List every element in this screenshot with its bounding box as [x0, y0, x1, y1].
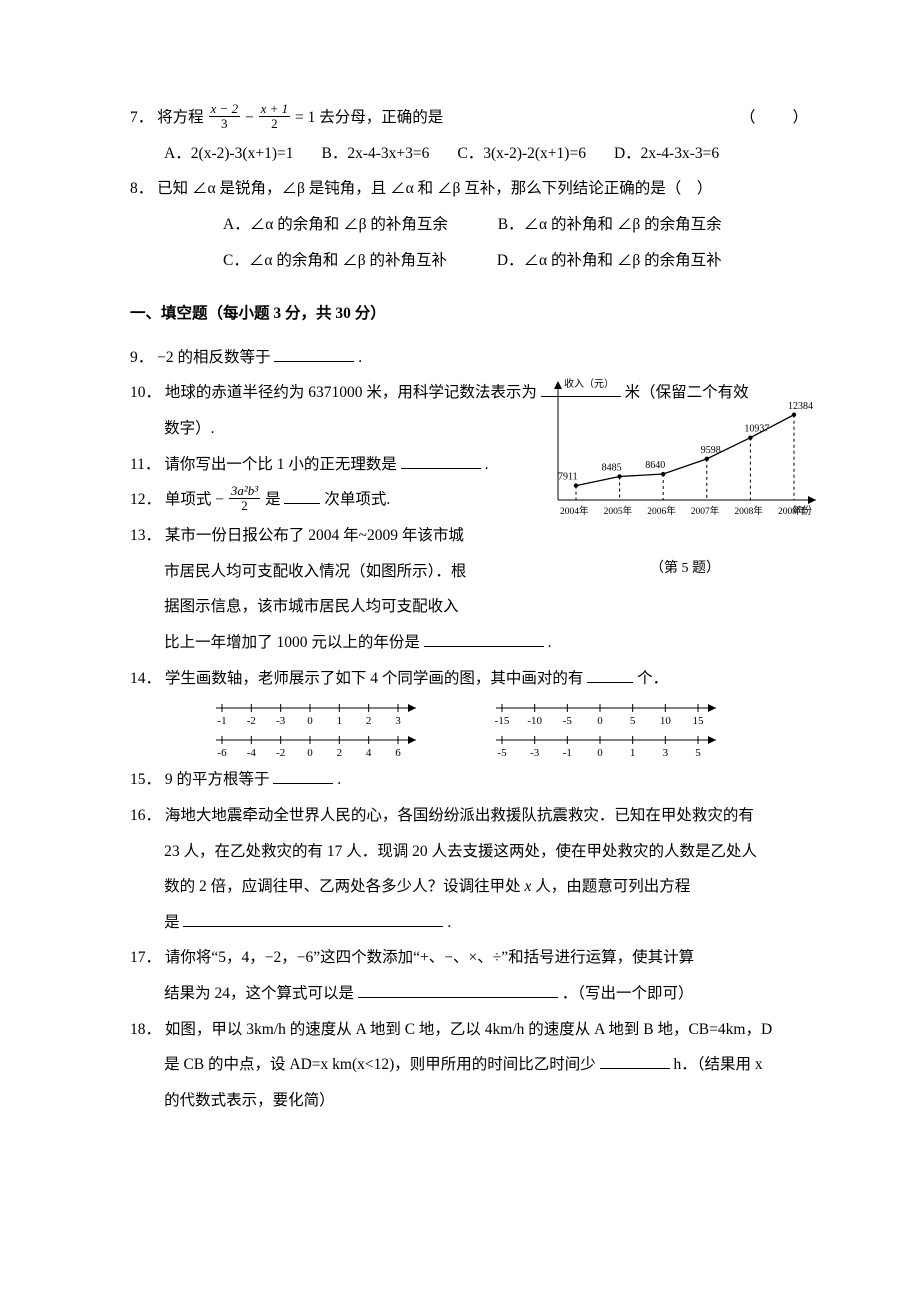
svg-text:0: 0 — [597, 715, 603, 727]
q7-opt-a: A．2(x-2)-3(x+1)=1 — [164, 136, 293, 172]
svg-text:-2: -2 — [247, 715, 256, 727]
question-14: 14． 学生画数轴，老师展示了如下 4 个同学画的图，其中画对的有 个． — [130, 661, 810, 697]
svg-text:-1: -1 — [563, 747, 572, 759]
numberlines-row2: -6 -4 -2 0 2 4 6 -5 -3 -1 0 1 3 5 — [130, 730, 810, 760]
svg-text:-1: -1 — [217, 715, 226, 727]
blank-q16 — [183, 910, 443, 927]
svg-text:2007年: 2007年 — [691, 505, 720, 517]
question-11: 11． 请你写出一个比 1 小的正无理数是 . — [130, 447, 490, 483]
svg-text:2005年: 2005年 — [604, 505, 633, 517]
svg-text:0: 0 — [307, 747, 313, 759]
svg-text:5: 5 — [630, 715, 636, 727]
question-18: 18． 如图，甲以 3km/h 的速度从 A 地到 C 地，乙以 4km/h 的… — [130, 1012, 810, 1048]
q7-frac1: x − 2 3 — [209, 102, 241, 132]
blank-q13 — [424, 630, 544, 647]
svg-text:2004年: 2004年 — [560, 505, 589, 517]
income-chart: 收入（元）年份79112004年84852005年86402006年959820… — [540, 375, 830, 585]
q8-number: 8． — [130, 180, 153, 197]
svg-text:0: 0 — [307, 715, 313, 727]
svg-text:5: 5 — [695, 747, 701, 759]
svg-text:2008年: 2008年 — [734, 505, 763, 517]
svg-text:2: 2 — [337, 747, 343, 759]
q7-frac2: x + 1 2 — [259, 102, 291, 132]
q8-opt-c: C．∠α 的余角和 ∠β 的补角互补 — [223, 252, 447, 269]
svg-text:2009年: 2009年 — [778, 505, 807, 517]
svg-text:收入（元）: 收入（元） — [564, 377, 614, 390]
svg-text:3: 3 — [663, 747, 669, 759]
chart-caption: （第 5 题） — [540, 553, 830, 585]
svg-text:10: 10 — [660, 715, 672, 727]
q7-number: 7． — [130, 109, 153, 126]
svg-text:3: 3 — [395, 715, 401, 727]
numberline-br: -5 -3 -1 0 1 3 5 — [490, 730, 730, 760]
svg-text:2006年: 2006年 — [647, 505, 676, 517]
svg-text:2: 2 — [366, 715, 372, 727]
svg-text:0: 0 — [597, 747, 603, 759]
question-16: 16． 海地大地震牵动全世界人民的心，各国纷纷派出救援队抗震救灾．已知在甲处救灾… — [130, 798, 810, 834]
blank-q17 — [358, 982, 558, 999]
svg-text:12384: 12384 — [788, 401, 813, 412]
svg-text:8485: 8485 — [602, 463, 622, 474]
q13-last: 比上一年增加了 1000 元以上的年份是 . — [130, 625, 810, 661]
question-8: 8． 已知 ∠α 是锐角，∠β 是钝角，且 ∠α 和 ∠β 互补，那么下列结论正… — [130, 171, 810, 207]
question-17: 17． 请你将“5，4，−2，−6”这四个数添加“+、−、×、÷”和括号进行运算… — [130, 940, 810, 976]
svg-text:15: 15 — [693, 715, 705, 727]
svg-text:-5: -5 — [563, 715, 573, 727]
q7-paren: （ ） — [740, 100, 810, 136]
q7-stem-pre: 将方程 — [157, 109, 207, 126]
question-12: 12． 单项式 − 3a²b³ 2 是 次单项式. — [130, 482, 490, 518]
q7-opt-d: D．2x-4-3x-3=6 — [614, 136, 719, 172]
numberline-tr: -15 -10 -5 0 5 10 15 — [490, 698, 730, 728]
blank-q15 — [273, 768, 333, 785]
blank-q12 — [284, 488, 320, 505]
q7-options: A．2(x-2)-3(x+1)=1 B．2x-4-3x+3=6 C．3(x-2)… — [130, 136, 810, 172]
svg-text:-3: -3 — [530, 747, 540, 759]
numberline-bl: -6 -4 -2 0 2 4 6 — [210, 730, 430, 760]
svg-text:-10: -10 — [527, 715, 542, 727]
q8-opt-d: D．∠α 的补角和 ∠β 的余角互补 — [497, 252, 722, 269]
numberlines-row1: -1 -2 -3 0 1 2 3 -15 -10 -5 0 5 10 15 — [130, 698, 810, 728]
q8-opt-a: A．∠α 的余角和 ∠β 的补角互余 — [223, 216, 448, 233]
svg-text:6: 6 — [395, 747, 401, 759]
blank-q11 — [401, 452, 481, 469]
q8-stem: 已知 ∠α 是锐角，∠β 是钝角，且 ∠α 和 ∠β 互补，那么下列结论正确的是… — [157, 180, 712, 197]
q8-options-row2: C．∠α 的余角和 ∠β 的补角互补 D．∠α 的补角和 ∠β 的余角互补 — [130, 243, 810, 279]
chart-svg: 收入（元）年份79112004年84852005年86402006年959820… — [540, 375, 830, 525]
question-13: 13． 某市一份日报公布了 2004 年~2009 年该市城 — [130, 518, 490, 554]
question-15: 15． 9 的平方根等于 . — [130, 762, 810, 798]
blank-q14 — [587, 666, 633, 683]
svg-text:1: 1 — [337, 715, 343, 727]
svg-text:-2: -2 — [276, 747, 285, 759]
svg-text:7911: 7911 — [558, 472, 578, 483]
svg-text:-15: -15 — [495, 715, 510, 727]
svg-text:-6: -6 — [217, 747, 227, 759]
q8-opt-b: B．∠α 的补角和 ∠β 的余角互余 — [498, 216, 722, 233]
svg-text:-5: -5 — [497, 747, 507, 759]
svg-text:10937: 10937 — [744, 424, 769, 435]
numberline-tl: -1 -2 -3 0 1 2 3 — [210, 698, 430, 728]
q7-opt-c: C．3(x-2)-2(x+1)=6 — [457, 136, 586, 172]
svg-text:-3: -3 — [276, 715, 286, 727]
question-7: 7． 将方程 x − 2 3 − x + 1 2 = 1 去分母，正确的是 （ … — [130, 100, 810, 136]
section-title: 一、填空题（每小题 3 分，共 30 分） — [130, 296, 810, 332]
svg-text:8640: 8640 — [645, 461, 665, 472]
svg-text:1: 1 — [630, 747, 636, 759]
q8-options-row1: A．∠α 的余角和 ∠β 的补角互余 B．∠α 的补角和 ∠β 的余角互余 — [130, 207, 810, 243]
q12-frac: 3a²b³ 2 — [229, 484, 260, 514]
question-9: 9． −2 的相反数等于 . — [130, 340, 810, 376]
blank-q9 — [274, 345, 354, 362]
q7-opt-b: B．2x-4-3x+3=6 — [322, 136, 430, 172]
svg-text:9598: 9598 — [701, 445, 721, 456]
blank-q18 — [600, 1053, 670, 1070]
svg-text:-4: -4 — [247, 747, 257, 759]
svg-text:4: 4 — [366, 747, 372, 759]
